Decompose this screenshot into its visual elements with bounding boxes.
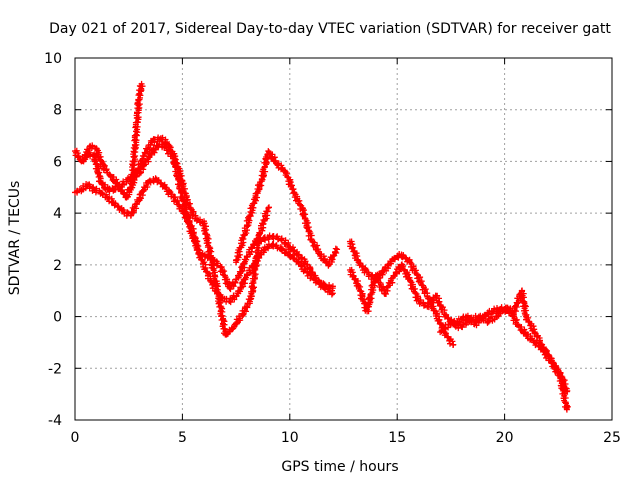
y-tick-label: -4 [48,413,62,429]
x-tick-label: 15 [388,430,406,446]
series-markers [73,175,336,306]
data-point [329,290,336,297]
y-tick-label: 2 [53,258,62,274]
y-tick-label: 8 [53,103,62,119]
series-track-e [233,148,341,269]
series-markers [347,261,571,412]
x-tick-label: 0 [71,430,80,446]
series-track-c [80,134,272,338]
series-markers [127,82,146,191]
y-tick-label: 4 [53,206,62,222]
y-axis-label: SDTVAR / TECUs [7,181,23,296]
plot-frame [74,57,613,421]
x-tick-label: 20 [496,430,514,446]
series-markers [80,134,272,338]
series-track-f [346,238,457,349]
x-tick-label: 5 [178,430,187,446]
series-track-h [437,304,571,395]
y-tick-label: 6 [53,154,62,170]
data-series [72,80,571,413]
x-axis-label: GPS time / hours [281,459,398,475]
tick-labels: 0 5 10 15 20 25 -4 -2 0 2 4 6 8 10 [44,51,621,446]
x-tick-label: 10 [281,430,299,446]
y-tick-label: 0 [53,310,62,326]
plot-border [74,57,613,421]
series-markers [438,304,571,394]
y-tick-label: 10 [44,51,62,67]
series-markers [233,149,340,269]
series-track-b [72,175,336,306]
chart-grid [75,58,612,420]
series-track-d [127,80,146,193]
x-tick-label: 25 [603,430,621,446]
series-track-g [346,261,571,413]
chart-title: Day 021 of 2017, Sidereal Day-to-day VTE… [49,21,611,37]
y-tick-label: -2 [48,361,62,377]
axis-ticks [74,57,613,421]
